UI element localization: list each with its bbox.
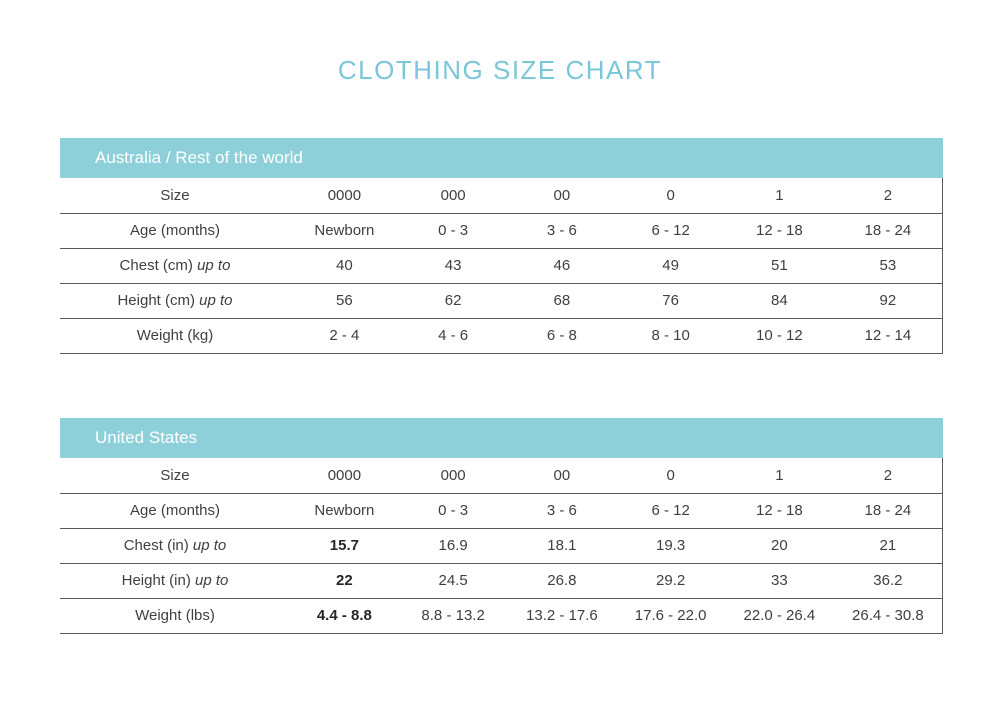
table-australia: Australia / Rest of the world Size 0000 00… <box>60 138 943 354</box>
value-cell: 00 <box>507 458 617 494</box>
value-cell: 17.6 - 22.0 <box>616 598 725 634</box>
row-label-qualifier: up to <box>197 257 231 274</box>
value-cell: 3 - 6 <box>507 213 617 249</box>
table-row: Weight (lbs) 4.4 - 8.8 8.8 - 13.2 13.2 - 17… <box>60 598 943 634</box>
value-cell: 10 - 12 <box>725 318 834 354</box>
value-cell: 000 <box>398 458 508 494</box>
value-cell: 6 - 12 <box>616 213 725 249</box>
table-title-band: Australia / Rest of the world <box>60 138 943 178</box>
value-cell: 12 - 18 <box>725 493 834 529</box>
value-cell: Newborn <box>290 493 399 529</box>
size-table-body: Size 0000 000 00 0 1 2 Age (months) Newborn 0 - 3… <box>60 178 943 354</box>
row-label-qualifier: up to <box>192 537 227 554</box>
value-cell: 0 - 3 <box>398 213 508 249</box>
row-label: Age (months) <box>60 493 290 529</box>
value-cell: 76 <box>616 283 725 319</box>
row-label: Size <box>60 458 290 494</box>
value-cell: 2 - 4 <box>290 318 399 354</box>
value-cell: 0 <box>616 178 725 214</box>
value-cell: 0 - 3 <box>398 493 508 529</box>
value-cell: 62 <box>398 283 508 319</box>
value-cell: 92 <box>833 283 943 319</box>
value-cell: 19.3 <box>616 528 725 564</box>
value-cell: 21 <box>833 528 943 564</box>
value-cell: 68 <box>507 283 617 319</box>
value-cell: 3 - 6 <box>507 493 617 529</box>
table-title-band: United States <box>60 418 943 458</box>
row-label: Age (months) <box>60 213 290 249</box>
value-cell: 46 <box>507 248 617 284</box>
value-cell: 43 <box>398 248 508 284</box>
value-cell: 53 <box>833 248 943 284</box>
table-row: Height (in) up to 22 24.5 26.8 29.2 33 36.2 <box>60 563 943 599</box>
row-label: Size <box>60 178 290 214</box>
row-label: Chest (in) up to <box>60 528 290 564</box>
value-cell: 4 - 6 <box>398 318 508 354</box>
value-cell: 0000 <box>290 178 399 214</box>
value-cell: 4.4 - 8.8 <box>290 598 399 634</box>
value-cell: 51 <box>725 248 834 284</box>
value-cell: 26.8 <box>507 563 617 599</box>
value-cell: 18 - 24 <box>833 493 943 529</box>
value-cell: 0 <box>616 458 725 494</box>
row-label: Weight (lbs) <box>60 598 290 634</box>
value-cell: 1 <box>725 458 834 494</box>
table-row: Size 0000 000 00 0 1 2 <box>60 458 943 494</box>
value-cell: 22.0 - 26.4 <box>725 598 834 634</box>
value-cell: 36.2 <box>833 563 943 599</box>
value-cell: 49 <box>616 248 725 284</box>
size-table-body: Size 0000 000 00 0 1 2 Age (months) Newborn 0 - 3… <box>60 458 943 634</box>
value-cell: 24.5 <box>398 563 508 599</box>
table-title: United States <box>95 428 198 447</box>
row-label-qualifier: up to <box>199 292 233 309</box>
value-cell: 0000 <box>290 458 399 494</box>
value-cell: 1 <box>725 178 834 214</box>
value-cell: 22 <box>290 563 399 599</box>
value-cell: 12 - 14 <box>833 318 943 354</box>
value-cell: 00 <box>507 178 617 214</box>
value-cell: 18.1 <box>507 528 617 564</box>
row-label: Height (cm) up to <box>60 283 290 319</box>
value-cell: 8 - 10 <box>616 318 725 354</box>
table-row: Chest (in) up to 15.7 16.9 18.1 19.3 20 21 <box>60 528 943 564</box>
value-cell: 000 <box>398 178 508 214</box>
value-cell: 16.9 <box>398 528 508 564</box>
value-cell: 26.4 - 30.8 <box>833 598 943 634</box>
value-cell: 56 <box>290 283 399 319</box>
table-title: Australia / Rest of the world <box>95 148 303 167</box>
value-cell: 6 - 12 <box>616 493 725 529</box>
table-row: Chest (cm) up to 40 43 46 49 51 53 <box>60 248 943 284</box>
value-cell: 84 <box>725 283 834 319</box>
value-cell: Newborn <box>290 213 399 249</box>
value-cell: 13.2 - 17.6 <box>507 598 617 634</box>
value-cell: 6 - 8 <box>507 318 617 354</box>
value-cell: 12 - 18 <box>725 213 834 249</box>
row-label-qualifier: up to <box>194 572 229 589</box>
value-cell: 15.7 <box>290 528 399 564</box>
row-label: Height (in) up to <box>60 563 290 599</box>
row-label: Weight (kg) <box>60 318 290 354</box>
row-label: Chest (cm) up to <box>60 248 290 284</box>
value-cell: 29.2 <box>616 563 725 599</box>
table-united-states: United States Size 0000 000 00 0 1 2 Age (month… <box>60 418 943 634</box>
value-cell: 20 <box>725 528 834 564</box>
value-cell: 8.8 - 13.2 <box>398 598 508 634</box>
value-cell: 2 <box>833 178 943 214</box>
value-cell: 40 <box>290 248 399 284</box>
table-row: Height (cm) up to 56 62 68 76 84 92 <box>60 283 943 319</box>
table-row: Size 0000 000 00 0 1 2 <box>60 178 943 214</box>
value-cell: 33 <box>725 563 834 599</box>
value-cell: 18 - 24 <box>833 213 943 249</box>
page-title: CLOTHING SIZE CHART <box>337 55 663 85</box>
value-cell: 2 <box>833 458 943 494</box>
